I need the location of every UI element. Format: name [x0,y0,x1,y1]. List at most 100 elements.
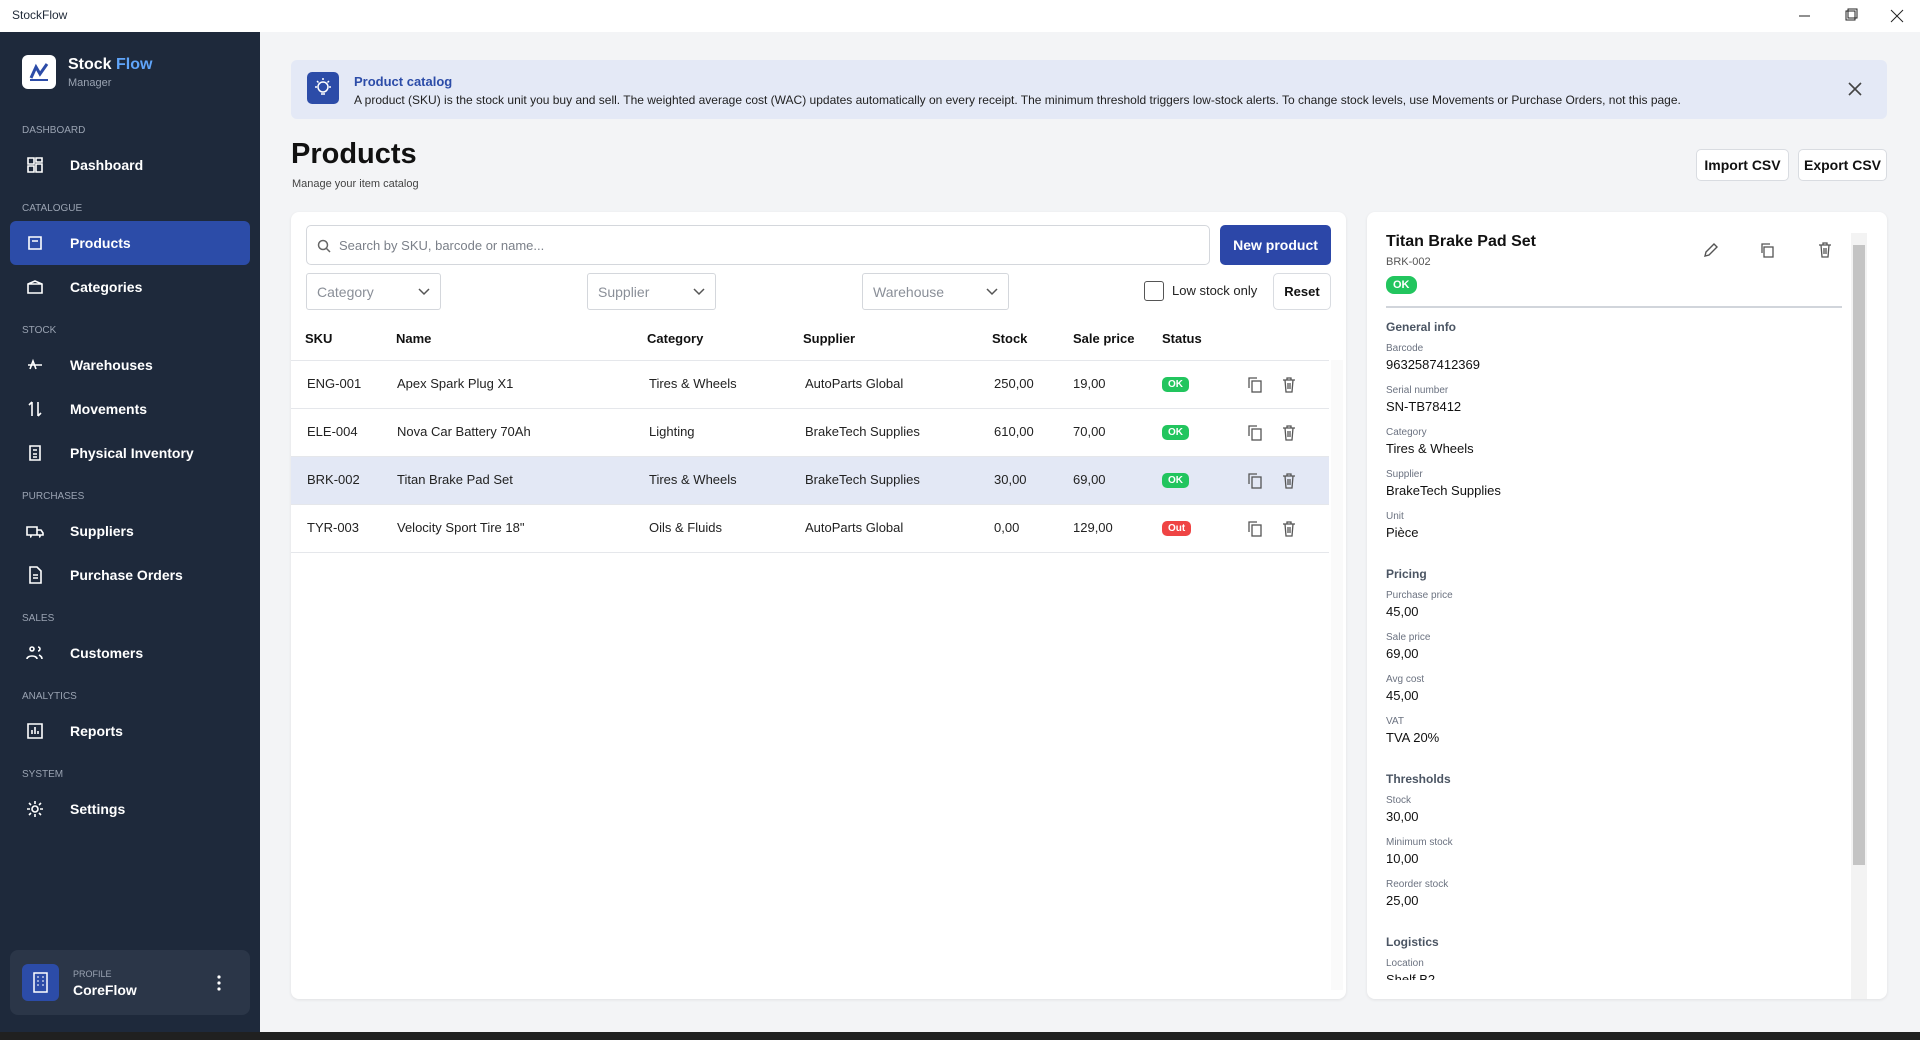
detail-section-heading: General info [1386,320,1457,334]
nav-item[interactable]: Movements [10,387,250,431]
nav-section-label: STOCK [22,325,57,336]
nav-icon [27,723,43,739]
cell-sku: ENG-001 [307,376,362,391]
nav-item[interactable]: Categories [10,265,250,309]
banner-title: Product catalog [354,74,453,89]
profile-card[interactable]: PROFILE CoreFlow [10,950,250,1015]
field-value: 45,00 [1386,604,1419,619]
copy-button[interactable] [1248,377,1262,393]
field-value: Tires & Wheels [1386,441,1474,456]
import-button[interactable]: Import CSV [1696,149,1789,181]
column-header: Supplier [803,331,856,346]
filter-select[interactable]: Category [306,273,441,310]
nav-item[interactable]: Reports [10,709,250,753]
search-input[interactable]: Search by SKU, barcode or name... [306,225,1210,265]
field-label: Location [1386,958,1424,969]
nav-icon [29,445,41,461]
nav-item[interactable]: Purchase Orders [10,553,250,597]
cell-sku: BRK-002 [307,472,360,487]
new-product-button[interactable]: New product [1220,225,1331,265]
field-value: SN-TB78412 [1386,399,1462,414]
nav-item[interactable]: Settings [10,787,250,831]
page-title: Products [291,138,417,170]
brand-name-accent: Flow [116,56,153,73]
field-value: BrakeTech Supplies [1386,483,1501,498]
delete-button[interactable] [1282,425,1296,441]
detail-section-heading: Pricing [1386,567,1427,581]
detail-status: OK [1386,276,1417,294]
detail-scrollbar[interactable] [1851,233,1867,999]
delete-button[interactable] [1282,473,1296,489]
status-badge: Out [1162,521,1192,536]
cell-price: 69,00 [1073,472,1106,487]
nav-section-label: SALES [22,613,55,624]
nav-item[interactable]: Products [10,221,250,265]
field-label: Minimum stock [1386,837,1453,848]
dropdown-arrow [693,288,705,296]
delete-button[interactable] [1817,242,1833,258]
cell-stock: 30,00 [994,472,1027,487]
nav-icon [27,280,43,294]
table-row[interactable]: BRK-002 Titan Brake Pad Set Tires & Wheels… [291,457,1329,505]
nav-item[interactable]: Physical Inventory [10,431,250,475]
field-value: TVA 20% [1386,730,1440,745]
field-value: Shelf B2 [1386,972,1436,980]
banner-close[interactable] [1848,82,1862,96]
title-bar [0,0,1920,32]
copy-button[interactable] [1248,425,1262,441]
reset-button[interactable]: Reset [1273,273,1331,310]
cell-supplier: AutoParts Global [805,520,904,535]
nav-item[interactable]: Warehouses [10,343,250,387]
nav-section-label: SYSTEM [22,769,64,780]
cell-stock: 250,00 [994,376,1034,391]
profile-menu[interactable] [216,974,222,992]
table-scrollbar[interactable] [1331,360,1343,990]
nav-item[interactable]: Dashboard [10,143,250,187]
cell-price: 19,00 [1073,376,1106,391]
copy-button[interactable] [1248,473,1262,489]
table-row[interactable]: ELE-004 Nova Car Battery 70Ah Lighting Brak… [291,409,1329,457]
detail-title: Titan Brake Pad Set [1386,233,1536,250]
export-button[interactable]: Export CSV [1798,149,1887,181]
field-value: Pièce [1386,525,1419,540]
detail-section-heading: Thresholds [1386,772,1451,786]
field-label: Sale price [1386,632,1431,643]
low-stock-checkbox[interactable] [1144,281,1164,301]
table-row[interactable]: ENG-001 Apex Spark Plug X1 Tires & Wheels A… [291,361,1329,409]
copy-button[interactable] [1248,521,1262,537]
filter-select[interactable]: Supplier [587,273,716,310]
banner-icon [307,72,339,104]
delete-button[interactable] [1282,377,1296,393]
brand-logo [22,55,56,89]
table-card: Search by SKU, barcode or name... New pr… [291,212,1346,999]
status-badge: OK [1162,473,1189,488]
info-banner: Product catalog A product (SKU) is the s… [291,60,1887,119]
duplicate-button[interactable] [1759,242,1775,258]
low-stock-label: Low stock only [1172,283,1258,298]
cell-price: 70,00 [1073,424,1106,439]
banner-text: A product (SKU) is the stock unit you bu… [354,93,1681,107]
column-header: Sale price [1073,331,1135,346]
delete-button[interactable] [1282,521,1296,537]
window-controls[interactable] [1795,8,1915,24]
nav-icon [28,236,42,250]
field-label: Avg cost [1386,674,1425,685]
brand-name-main: Stock [68,56,112,73]
cell-sku: TYR-003 [307,520,360,535]
nav-item[interactable]: Suppliers [10,509,250,553]
nav-item[interactable]: Customers [10,631,250,675]
cell-supplier: BrakeTech Supplies [805,472,920,487]
field-label: Supplier [1386,469,1423,480]
filter-select[interactable]: Warehouse [862,273,1009,310]
profile-label: PROFILE [73,969,112,979]
field-label: Serial number [1386,385,1449,396]
edit-button[interactable] [1703,242,1719,258]
field-value: 30,00 [1386,809,1419,824]
field-label: Purchase price [1386,590,1453,601]
nav-icon [27,157,43,173]
table-row[interactable]: TYR-003 Velocity Sport Tire 18" Oils & Flu… [291,505,1329,553]
detail-card: Titan Brake Pad Set BRK-002 OK General i… [1367,212,1887,999]
field-label: Stock [1386,795,1412,806]
cell-price: 129,00 [1073,520,1113,535]
